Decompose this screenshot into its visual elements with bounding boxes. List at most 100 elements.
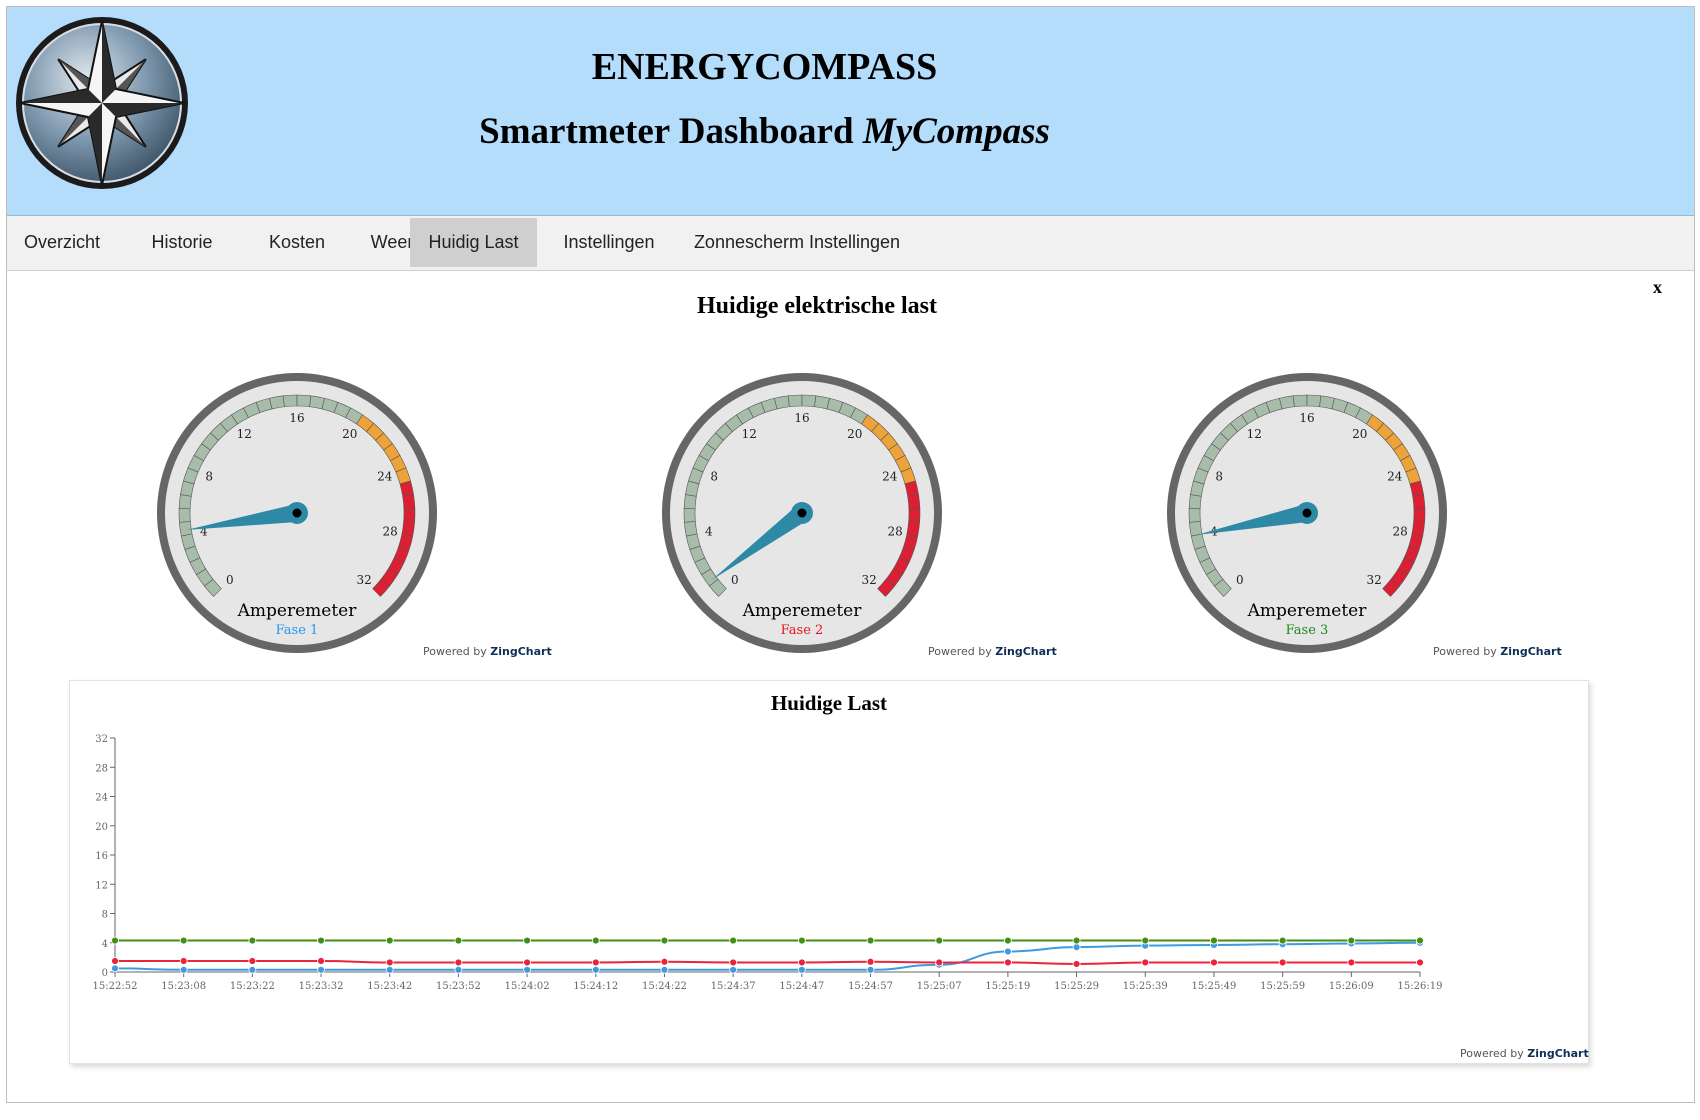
data-point[interactable] (1278, 936, 1287, 945)
data-point[interactable] (797, 965, 806, 974)
data-point[interactable] (385, 965, 394, 974)
data-point[interactable] (1347, 958, 1356, 967)
data-point[interactable] (317, 957, 325, 965)
data-point[interactable] (385, 958, 394, 967)
data-point[interactable] (1072, 960, 1081, 968)
data-point[interactable] (179, 965, 188, 974)
y-tick-label: 20 (95, 822, 108, 833)
data-point[interactable] (935, 936, 944, 945)
data-point[interactable] (1416, 958, 1424, 967)
data-point[interactable] (1141, 958, 1150, 967)
data-point[interactable] (111, 936, 119, 945)
gauge-tick-label: 20 (342, 427, 357, 441)
data-point[interactable] (248, 965, 257, 974)
gauge-title: Amperemeter (742, 601, 862, 621)
x-tick-label: 15:24:12 (573, 981, 618, 992)
data-point[interactable] (1003, 958, 1012, 967)
data-point[interactable] (454, 936, 463, 945)
gauge-fase-2: 0 4 8 12 16 20 24 28 32 Amperemeter Fase 2 Power… (652, 363, 1072, 663)
powered-by-zingchart[interactable]: Powered by ZingChart (423, 645, 552, 658)
gauge-band-segment (1413, 508, 1426, 523)
data-point[interactable] (591, 965, 600, 974)
close-button[interactable]: x (1653, 277, 1662, 297)
data-point[interactable] (1278, 958, 1287, 967)
tab-weer[interactable]: Weer (370, 232, 414, 252)
tab-instellingen[interactable]: Instellingen (563, 232, 655, 252)
gauge-title: Amperemeter (237, 601, 357, 621)
data-point[interactable] (111, 957, 119, 965)
tab-kosten[interactable]: Kosten (268, 232, 326, 252)
data-point[interactable] (317, 965, 325, 974)
gauge-tick-label: 16 (1299, 411, 1314, 425)
data-point[interactable] (797, 936, 806, 945)
data-point[interactable] (523, 936, 532, 945)
data-point[interactable] (248, 936, 257, 945)
data-point[interactable] (935, 958, 944, 967)
data-point[interactable] (111, 964, 119, 973)
gauge-band-segment (801, 394, 817, 408)
line-chart-panel: Huidige Last 0 4 8 12 16 20 24 28 32 15:22:52 15:2… (69, 680, 1589, 1064)
gauge-band-segment (1279, 395, 1295, 410)
data-point[interactable] (1003, 936, 1012, 945)
data-point[interactable] (1210, 936, 1218, 945)
data-point[interactable] (1072, 936, 1081, 945)
gauge-tick-label: 12 (237, 427, 252, 441)
x-tick-label: 15:22:52 (93, 981, 138, 992)
tab-huidig-last[interactable]: Huidig Last (410, 218, 537, 267)
data-point[interactable] (1416, 936, 1424, 945)
data-point[interactable] (729, 965, 738, 974)
data-point[interactable] (591, 958, 600, 967)
data-point[interactable] (729, 958, 738, 967)
data-point[interactable] (1003, 947, 1012, 956)
x-tick-label: 15:25:39 (1123, 981, 1168, 992)
data-point[interactable] (1347, 936, 1356, 945)
tab-overzicht[interactable]: Overzicht (23, 232, 101, 252)
data-point[interactable] (729, 936, 738, 945)
powered-by-zingchart[interactable]: Powered by ZingChart (928, 645, 1057, 658)
data-point[interactable] (179, 957, 188, 965)
data-point[interactable] (523, 965, 532, 974)
data-point[interactable] (797, 958, 806, 967)
data-point[interactable] (660, 936, 669, 945)
data-point[interactable] (385, 936, 394, 945)
gauge-needle (1197, 504, 1309, 535)
gauge-band-segment (1188, 494, 1202, 510)
data-point[interactable] (866, 965, 875, 974)
data-point[interactable] (248, 957, 257, 965)
gauge-tick-label: 24 (377, 470, 393, 484)
data-point[interactable] (591, 936, 600, 945)
data-point[interactable] (866, 936, 875, 945)
gauge-tick-label: 8 (1215, 470, 1223, 484)
tab-zonnescherm-instellingen[interactable]: Zonnescherm Instellingen (693, 232, 901, 252)
gauge-phase-label: Fase 2 (780, 623, 824, 638)
tab-historie[interactable]: Historie (151, 232, 213, 252)
gauge-tick-label: 32 (1367, 573, 1382, 587)
gauge-tick-label: 0 (226, 573, 234, 587)
x-tick-label: 15:23:08 (161, 981, 206, 992)
powered-by-zingchart[interactable]: Powered by ZingChart (1460, 1047, 1589, 1060)
data-point[interactable] (866, 957, 875, 966)
data-point[interactable] (660, 965, 669, 974)
data-point[interactable] (317, 936, 325, 945)
x-tick-label: 15:25:19 (985, 981, 1030, 992)
main-nav: Overzicht Historie Kosten Weer Huidig La… (7, 216, 1694, 271)
data-point[interactable] (454, 958, 463, 967)
gauge-tick-label: 8 (205, 470, 213, 484)
data-point[interactable] (179, 936, 188, 945)
app-window: ENERGYCOMPASS Smartmeter Dashboard MyCom… (6, 6, 1695, 1103)
gauge-band-segment (1292, 394, 1308, 408)
gauge-band-segment (1189, 521, 1203, 537)
data-point[interactable] (1141, 936, 1150, 945)
gauge-tick-label: 28 (888, 525, 903, 539)
x-tick-label: 15:25:49 (1191, 981, 1236, 992)
data-point[interactable] (523, 958, 532, 967)
data-point[interactable] (660, 957, 669, 966)
data-point[interactable] (454, 965, 463, 974)
gauge-tick-label: 0 (731, 573, 739, 587)
data-point[interactable] (1072, 943, 1081, 952)
gauge-phase-label: Fase 1 (275, 623, 319, 638)
app-title: ENERGYCOMPASS (591, 46, 938, 88)
data-point[interactable] (1210, 958, 1218, 967)
x-tick-label: 15:24:47 (779, 981, 824, 992)
powered-by-zingchart[interactable]: Powered by ZingChart (1433, 645, 1562, 658)
